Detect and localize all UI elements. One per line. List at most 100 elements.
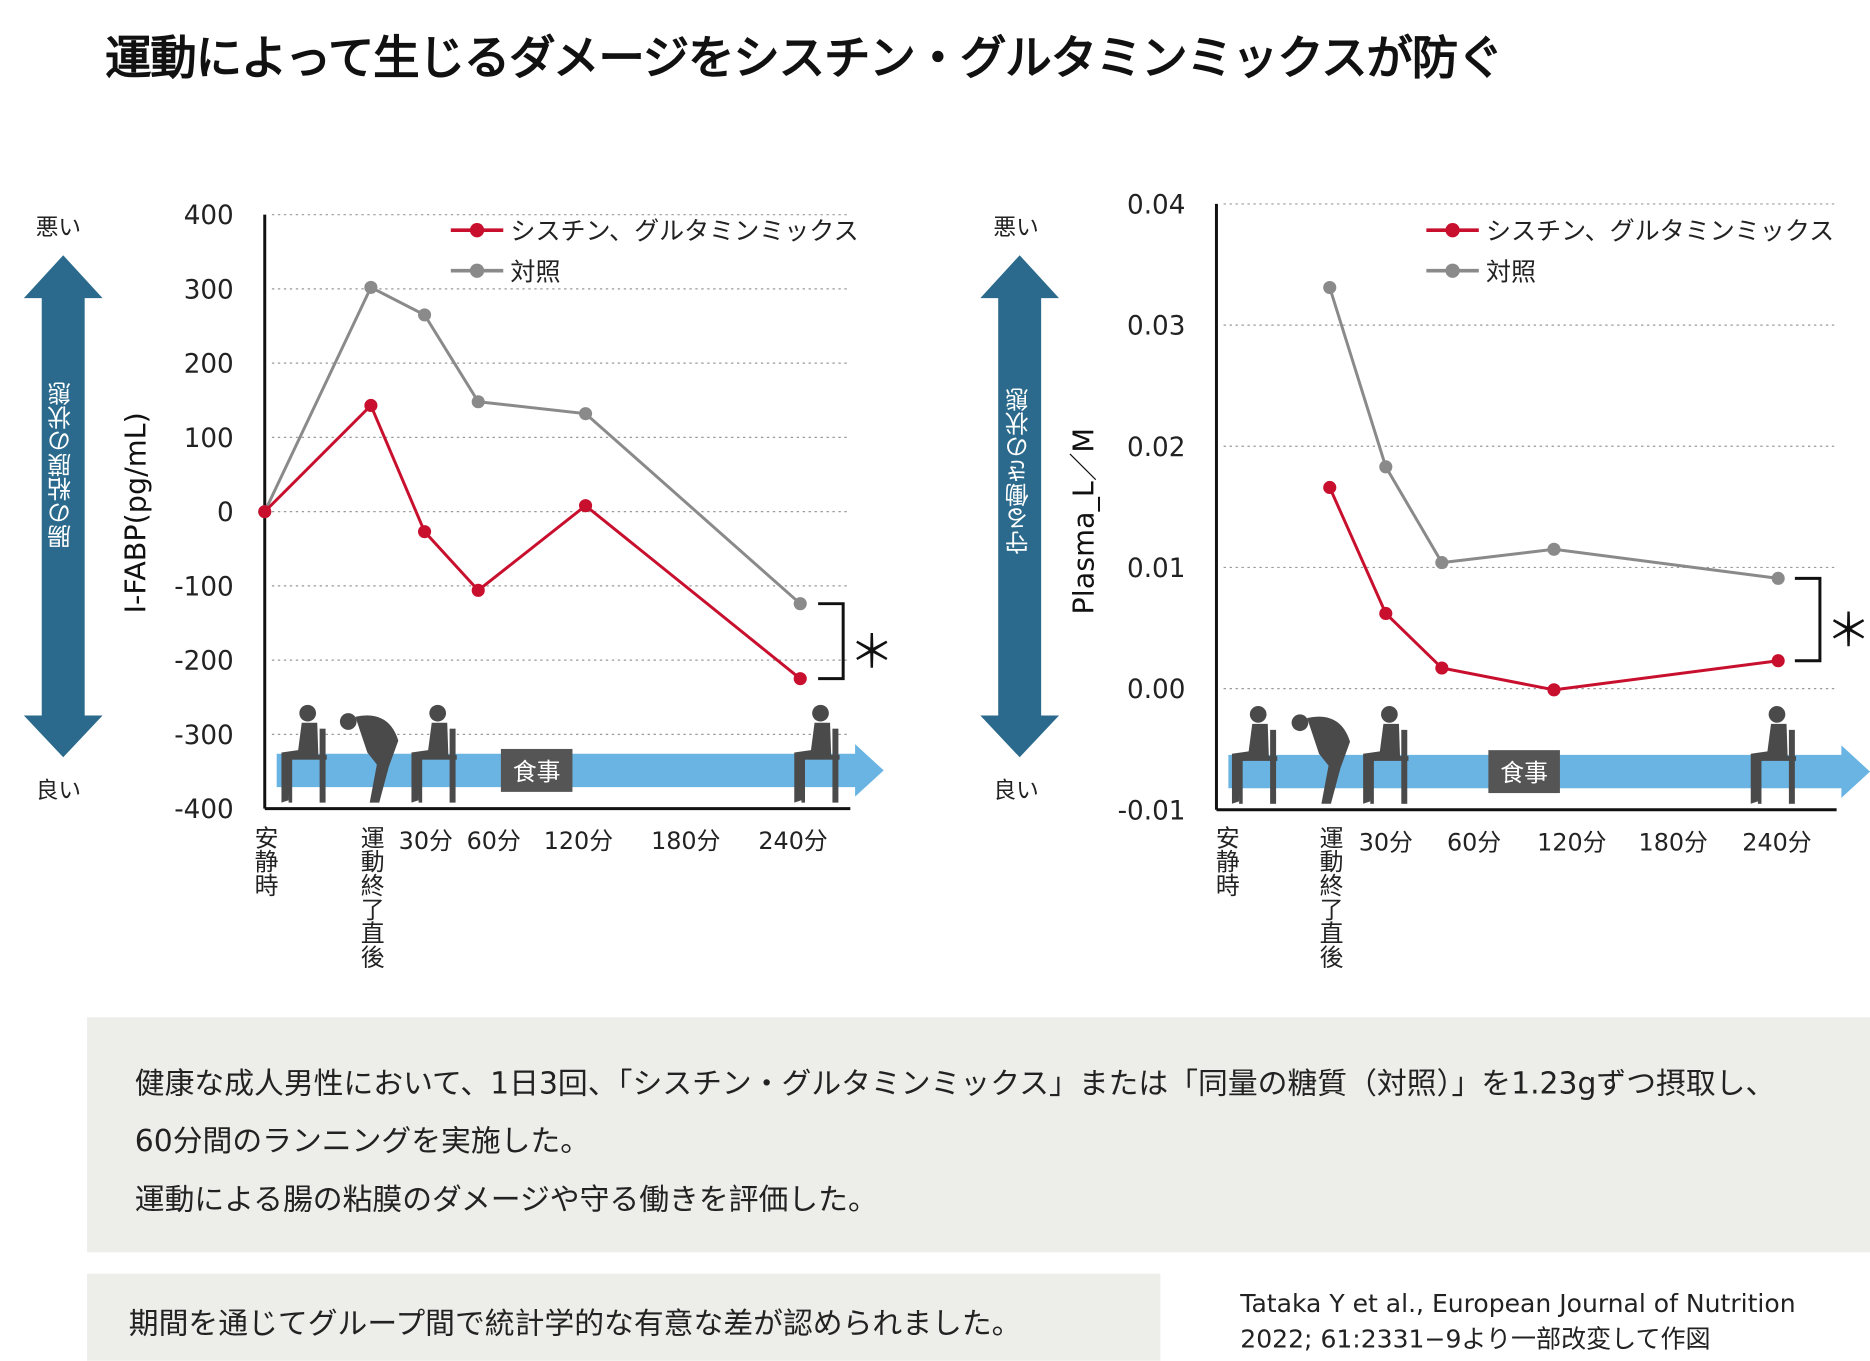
legend-marker	[1445, 263, 1460, 278]
conclusion-text: 期間を通じてグループ間で統計学的な有意な差が認められました。	[128, 1305, 1022, 1341]
x-tick-label: 60分	[467, 827, 521, 855]
body	[794, 722, 832, 803]
head	[1381, 706, 1398, 723]
data-point-1	[1547, 542, 1561, 556]
y-tick-label: 0.00	[1127, 675, 1185, 705]
legend-label: シスチン、グルタミンミックス	[510, 217, 858, 246]
x-tick-label: 60分	[1447, 828, 1501, 856]
y-tick-label: -200	[174, 647, 234, 677]
data-point-0	[1323, 480, 1337, 495]
x-tick-label: 180分	[1639, 828, 1708, 856]
data-point-1	[579, 407, 593, 421]
meal-label: 食事	[1500, 759, 1548, 787]
citation: Tataka Y et al., European Journal of Nut…	[1240, 1286, 1795, 1358]
chair-back	[449, 728, 456, 803]
head	[1768, 706, 1786, 723]
series-line-0	[1328, 486, 1779, 692]
data-point-0	[1435, 661, 1449, 675]
body	[411, 722, 449, 803]
body	[281, 722, 319, 803]
body	[1750, 723, 1788, 804]
y-tick-label: 0.02	[1127, 433, 1185, 463]
data-point-0	[793, 672, 807, 686]
y-tick-label: 400	[184, 201, 234, 231]
y-tick-label: 0	[217, 498, 234, 528]
chair-back	[1401, 729, 1408, 804]
y-tick-label: 300	[184, 275, 234, 305]
legend-marker	[469, 263, 485, 278]
description-line: 健康な成人男性において、1日3回、「シスチン・グルタミンミックス」または「同量の…	[134, 1066, 1776, 1101]
significance-bracket	[818, 602, 845, 681]
description-box: 健康な成人男性において、1日3回、「シスチン・グルタミンミックス」または「同量の…	[87, 1017, 1870, 1253]
head	[1249, 706, 1267, 723]
data-point-0	[364, 398, 378, 413]
double-arrow-icon	[23, 255, 103, 758]
good-label: 良い	[993, 777, 1039, 804]
data-point-1	[1323, 280, 1337, 295]
seated-person-icon	[411, 704, 457, 803]
series-line-0	[263, 402, 802, 680]
y-tick-label: 0.01	[1127, 554, 1185, 584]
x-tick-label: 240分	[1742, 828, 1811, 856]
chair-leg	[1757, 758, 1762, 804]
data-point-1	[1379, 460, 1393, 474]
body	[355, 715, 399, 803]
data-point-1	[1771, 571, 1785, 585]
y-tick-label: 200	[184, 350, 234, 380]
chair-leg	[418, 757, 423, 803]
description-line: 60分間のランニングを実施した。	[134, 1123, 591, 1159]
bent-runner-icon	[1291, 714, 1351, 804]
chair-back	[319, 728, 326, 803]
data-point-0	[1379, 606, 1393, 621]
x-tick-label: 30分	[1359, 828, 1413, 856]
data-point-0	[258, 505, 272, 519]
y-tick-label: 100	[184, 424, 234, 454]
chair-back	[1270, 729, 1277, 804]
citation-line-2: 2022; 61:2331−9より一部改変して作図	[1240, 1324, 1711, 1354]
bent-runner-icon	[339, 713, 399, 803]
x-tick-label: 240分	[758, 827, 827, 855]
y-tick-label: -100	[174, 572, 234, 602]
series-line-1	[263, 285, 802, 605]
page-title: 運動によって生じるダメージをシスチン・グルタミンミックスが防ぐ	[104, 32, 1504, 86]
y-tick-label: 0.04	[1127, 190, 1185, 220]
x-tick-label-post: 運動終了直後	[356, 825, 386, 969]
seated-person-icon	[281, 704, 327, 803]
body	[1231, 723, 1269, 804]
seated-person-icon	[794, 704, 840, 803]
data-point-0	[418, 525, 432, 539]
data-point-1	[471, 395, 485, 409]
x-tick-label-rest: 安静時	[1211, 825, 1241, 897]
legend-label: シスチン、グルタミンミックス	[1486, 217, 1834, 246]
chair-leg	[288, 757, 293, 803]
legend-label: 対照	[510, 257, 560, 286]
data-point-1	[364, 280, 378, 294]
head	[1291, 714, 1309, 732]
meal-box	[500, 748, 573, 792]
chart-right: 0.04 0.03 0.02 0.01 0.00 -0.01 食事 Plasma_L／M 30分…	[1067, 190, 1870, 856]
data-point-0	[471, 583, 485, 597]
seated-person-icon	[1363, 706, 1409, 804]
legend-marker	[469, 223, 485, 238]
seated-person-icon	[1231, 706, 1278, 804]
chair-leg	[1239, 758, 1243, 804]
y-tick-label: -400	[174, 795, 234, 825]
x-tick-label: 120分	[1537, 828, 1606, 856]
y-tick-label: -0.01	[1118, 796, 1186, 826]
y-axis-label: I-FABP(pg/mL)	[118, 412, 152, 613]
seated-person-icon	[1750, 706, 1797, 804]
data-point-1	[1435, 556, 1449, 570]
x-tick-label-rest: 安静時	[250, 825, 280, 897]
y-tick-label: 0.03	[1127, 312, 1185, 342]
chart-left: 400 300 200 100 0 -100 -200 -300 -400 食事 I-FABP(pg…	[118, 201, 894, 855]
x-tick-label: 180分	[651, 827, 720, 855]
chair-leg	[801, 757, 806, 803]
chair-leg	[1370, 758, 1374, 804]
citation-line-1: Tataka Y et al., European Journal of Nut…	[1240, 1289, 1796, 1318]
data-point-0	[579, 499, 593, 513]
head	[339, 713, 357, 730]
y-tick-label: -300	[174, 721, 234, 751]
data-point-1	[793, 597, 807, 611]
bad-label: 悪い	[35, 214, 82, 241]
bad-label: 悪い	[993, 214, 1039, 241]
